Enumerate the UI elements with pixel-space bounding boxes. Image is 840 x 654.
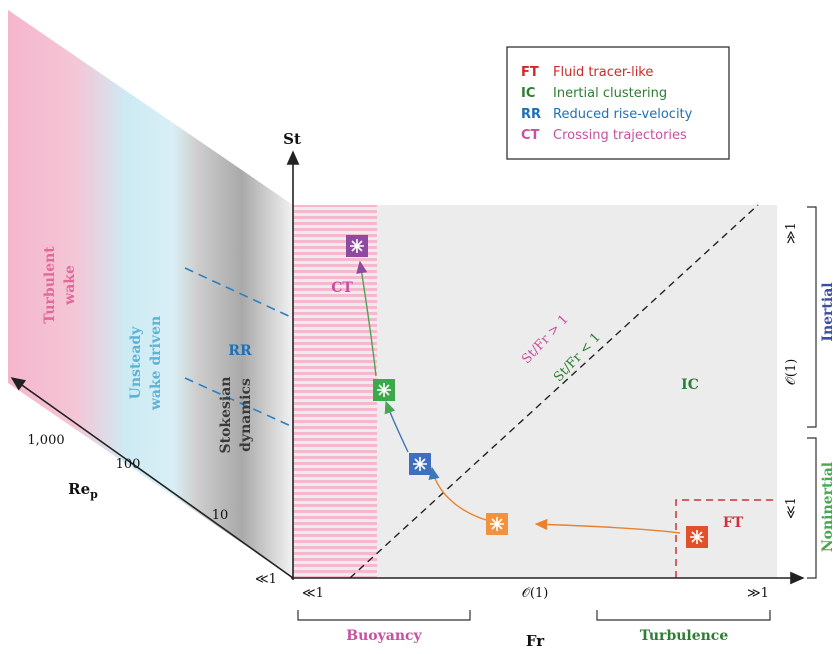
legend-code-rr: RR [521, 107, 541, 122]
turbulence-bracket [596, 610, 771, 621]
st-bracket-high: ≫1 [784, 222, 799, 244]
st-axis-label: St [283, 130, 301, 148]
fr-axis-label: Fr [526, 632, 545, 650]
st-bracket-low: ≪1 [784, 497, 799, 519]
wake-regime-wall [8, 10, 293, 578]
rep-tick-100: 100 [116, 457, 141, 472]
stokesian-line2: dynamics [238, 378, 254, 452]
noninertial-bracket [807, 437, 817, 579]
st-fr-diagonal [349, 204, 759, 579]
rr-label: RR [228, 343, 252, 359]
buoyancy-label: Buoyancy [346, 628, 422, 644]
ft-label: FT [723, 515, 744, 531]
turbulent-wake-line2: wake [62, 265, 78, 306]
rr-marker [409, 453, 431, 475]
trajectory-ft-to-orange [534, 518, 681, 534]
stokesian-label: Stokesian dynamics [218, 377, 254, 454]
legend-label-ct: Crossing trajectories [553, 128, 687, 143]
trajectory-ic-to-ct [356, 260, 377, 377]
legend-box [506, 46, 730, 160]
ft-marker [686, 526, 708, 548]
transition-marker [486, 513, 508, 535]
rep-tick-10: 10 [212, 508, 229, 523]
ft-region-box [675, 499, 777, 578]
legend-code-ic: IC [521, 86, 535, 101]
buoyancy-region [293, 205, 377, 578]
rep-axis-label: Rep [68, 480, 98, 501]
trajectory-orange-to-rr [428, 466, 487, 521]
inertial-label: Inertial [820, 282, 836, 341]
turbulent-wake-label: Turbulent wake [42, 246, 78, 324]
unsteady-wake-line1: Unsteady [128, 326, 144, 400]
legend-code-ct: CT [521, 128, 540, 143]
stokesian-line1: Stokesian [218, 377, 234, 454]
rep-tick-1000: 1,000 [27, 433, 64, 448]
legend-label-ic: Inertial clustering [553, 86, 667, 101]
rep-tick-low: ≪1 [255, 572, 277, 587]
turbulent-wake-line1: Turbulent [42, 246, 58, 324]
rep-axis [10, 377, 294, 579]
rr-wall-line-upper [184, 267, 294, 319]
inertial-bracket [807, 206, 817, 428]
rr-wall-line-lower [184, 377, 294, 428]
legend-label-ft: Fluid tracer-like [553, 65, 653, 80]
trajectory-rr-to-ic [384, 400, 409, 453]
ic-label: IC [681, 377, 699, 393]
fr-tick-mid: 𝒪(1) [522, 586, 549, 601]
noninertial-label: Noninertial [820, 462, 836, 552]
fr-tick-low: ≪1 [302, 586, 324, 601]
unsteady-wake-line2: wake driven [148, 316, 164, 411]
ic-marker [373, 379, 395, 401]
rep-axis-label-main: Re [68, 480, 90, 498]
rep-axis-label-sub: p [90, 488, 98, 501]
legend-code-ft: FT [521, 65, 539, 80]
ct-label: CT [331, 280, 353, 296]
turbulence-label: Turbulence [640, 628, 729, 644]
unsteady-wake-label: Unsteady wake driven [128, 316, 164, 411]
ct-marker [346, 235, 368, 257]
legend-label-rr: Reduced rise-velocity [553, 107, 693, 122]
legend: FT Fluid tracer-like IC Inertial clustering… [506, 46, 730, 160]
st-bracket-mid: 𝒪(1) [784, 359, 799, 386]
buoyancy-bracket [297, 610, 471, 621]
fr-tick-high: ≫1 [747, 586, 769, 601]
